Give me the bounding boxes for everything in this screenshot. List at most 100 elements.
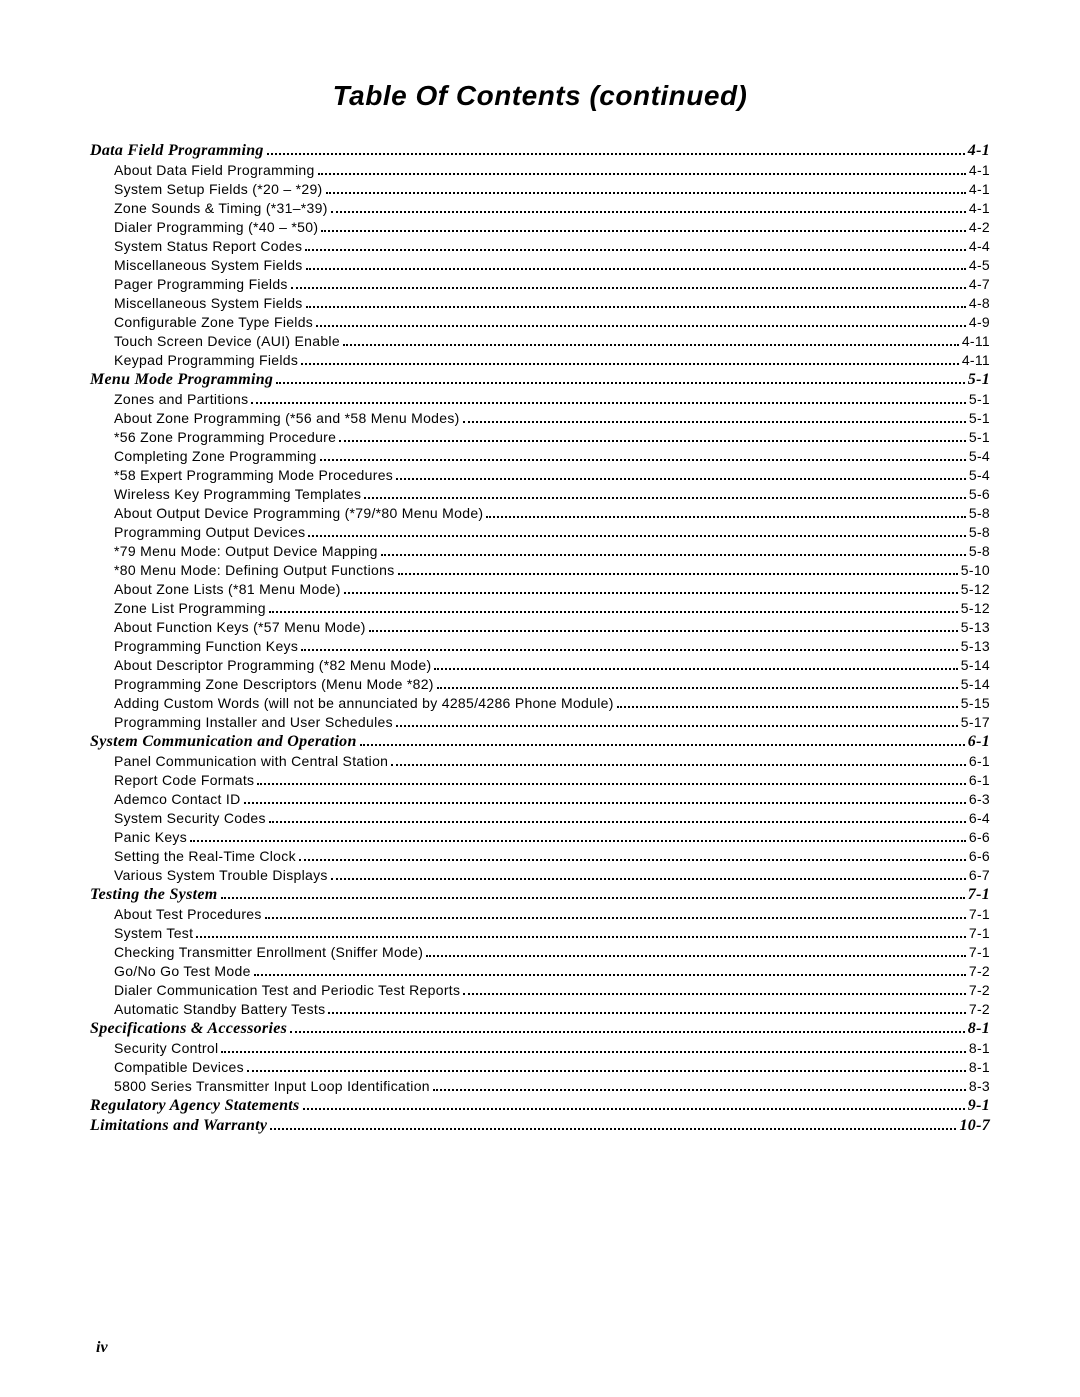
toc-leader-dots: [265, 917, 966, 919]
toc-item-page: 5-1: [969, 390, 990, 408]
toc-item-label: Panic Keys: [114, 828, 187, 846]
toc-leader-dots: [617, 706, 958, 708]
toc-item-label: Panel Communication with Central Station: [114, 752, 388, 770]
toc-leader-dots: [396, 478, 966, 480]
toc-section-heading: Regulatory Agency Statements9-1: [90, 1097, 990, 1115]
toc-section-label: Data Field Programming: [90, 142, 264, 160]
toc-item: Dialer Programming (*40 – *50)4-2: [90, 218, 990, 236]
toc-section-label: System Communication and Operation: [90, 733, 357, 751]
toc-item: Dialer Communication Test and Periodic T…: [90, 981, 990, 999]
toc-section-heading: Data Field Programming 4-1: [90, 142, 990, 160]
toc-leader-dots: [433, 1089, 966, 1091]
toc-item: Miscellaneous System Fields4-8: [90, 294, 990, 312]
toc-item: System Security Codes6-4: [90, 809, 990, 827]
toc-item-page: 6-6: [969, 828, 990, 846]
toc-leader-dots: [196, 936, 966, 938]
toc-item-page: 5-13: [961, 637, 990, 655]
toc-leader-dots: [308, 535, 965, 537]
toc-item-label: Completing Zone Programming: [114, 447, 317, 465]
toc-item-page: 5-12: [961, 580, 990, 598]
toc-leader-dots: [276, 382, 965, 384]
toc-item-label: Zone List Programming: [114, 599, 266, 617]
toc-item-label: About Zone Lists (*81 Menu Mode): [114, 580, 341, 598]
toc-section-heading: Limitations and Warranty10-7: [90, 1117, 990, 1135]
toc-item-page: 4-5: [969, 256, 990, 274]
toc-item-label: Keypad Programming Fields: [114, 351, 298, 369]
toc-item-page: 6-1: [969, 771, 990, 789]
toc-item-page: 6-1: [969, 752, 990, 770]
toc-leader-dots: [299, 859, 966, 861]
toc-section-page: 4-1: [968, 142, 990, 160]
toc-leader-dots: [247, 1070, 966, 1072]
toc-item: Report Code Formats6-1: [90, 771, 990, 789]
toc-item-page: 5-8: [969, 523, 990, 541]
toc-item: Zone Sounds & Timing (*31–*39)4-1: [90, 199, 990, 217]
toc-leader-dots: [305, 249, 966, 251]
toc-leader-dots: [291, 287, 966, 289]
toc-item: Miscellaneous System Fields4-5: [90, 256, 990, 274]
toc-item-page: 5-14: [961, 675, 990, 693]
toc-leader-dots: [360, 744, 965, 746]
toc-leader-dots: [190, 840, 966, 842]
toc-item-page: 5-4: [969, 466, 990, 484]
toc-item: About Function Keys (*57 Menu Mode)5-13: [90, 618, 990, 636]
toc-item: Compatible Devices8-1: [90, 1058, 990, 1076]
toc-item-label: Programming Output Devices: [114, 523, 305, 541]
toc-item-page: 4-7: [969, 275, 990, 293]
toc-section-label: Menu Mode Programming: [90, 371, 273, 389]
toc-item-page: 6-3: [969, 790, 990, 808]
toc-item-page: 5-4: [969, 447, 990, 465]
toc-item-page: 7-1: [969, 924, 990, 942]
toc-item-label: Touch Screen Device (AUI) Enable: [114, 332, 340, 350]
toc-item-page: 7-2: [969, 981, 990, 999]
toc-item: Setting the Real-Time Clock6-6: [90, 847, 990, 865]
toc-item-page: 5-13: [961, 618, 990, 636]
toc-item-page: 5-8: [969, 504, 990, 522]
toc-item-label: System Setup Fields (*20 – *29): [114, 180, 323, 198]
toc-item: *79 Menu Mode: Output Device Mapping5-8: [90, 542, 990, 560]
toc-leader-dots: [398, 573, 958, 575]
toc-section-page: 6-1: [968, 733, 990, 751]
toc-leader-dots: [434, 668, 957, 670]
toc-item-page: 4-9: [969, 313, 990, 331]
toc-leader-dots: [331, 211, 966, 213]
toc-item-label: Setting the Real-Time Clock: [114, 847, 296, 865]
toc-leader-dots: [316, 325, 966, 327]
toc-section-heading: Testing the System7-1: [90, 886, 990, 904]
toc-item-label: About Output Device Programming (*79/*80…: [114, 504, 483, 522]
toc-item-label: *79 Menu Mode: Output Device Mapping: [114, 542, 378, 560]
toc-item-page: 5-1: [969, 428, 990, 446]
toc-item: Checking Transmitter Enrollment (Sniffer…: [90, 943, 990, 961]
toc-section-page: 5-1: [968, 371, 990, 389]
toc-leader-dots: [269, 821, 966, 823]
toc-item-page: 7-1: [969, 905, 990, 923]
toc-item-label: About Zone Programming (*56 and *58 Menu…: [114, 409, 460, 427]
toc-item-page: 4-1: [969, 161, 990, 179]
toc-leader-dots: [221, 897, 965, 899]
toc-item: System Status Report Codes4-4: [90, 237, 990, 255]
toc-leader-dots: [306, 268, 966, 270]
toc-leader-dots: [318, 173, 966, 175]
toc-item-label: Miscellaneous System Fields: [114, 294, 303, 312]
toc-item: System Test 7-1: [90, 924, 990, 942]
toc-item-label: Programming Function Keys: [114, 637, 298, 655]
toc-item-label: Programming Installer and User Schedules: [114, 713, 393, 731]
toc-item: Touch Screen Device (AUI) Enable4-11: [90, 332, 990, 350]
toc-item: Adding Custom Words (will not be annunci…: [90, 694, 990, 712]
toc-item: Zone List Programming5-12: [90, 599, 990, 617]
toc-item-label: Pager Programming Fields: [114, 275, 288, 293]
toc-item: *80 Menu Mode: Defining Output Functions…: [90, 561, 990, 579]
toc-item-label: About Test Procedures: [114, 905, 262, 923]
toc-item-page: 5-17: [961, 713, 990, 731]
toc-item: Programming Installer and User Schedules…: [90, 713, 990, 731]
toc-item-label: Compatible Devices: [114, 1058, 244, 1076]
toc-item-page: 7-1: [969, 943, 990, 961]
toc-item-label: *58 Expert Programming Mode Procedures: [114, 466, 393, 484]
toc-item-label: Dialer Communication Test and Periodic T…: [114, 981, 460, 999]
toc-leader-dots: [364, 497, 966, 499]
toc-item-label: System Test: [114, 924, 193, 942]
page-title: Table Of Contents (continued): [90, 80, 990, 112]
toc-item-page: 5-15: [961, 694, 990, 712]
toc-leader-dots: [326, 192, 966, 194]
toc-leader-dots: [267, 153, 965, 155]
